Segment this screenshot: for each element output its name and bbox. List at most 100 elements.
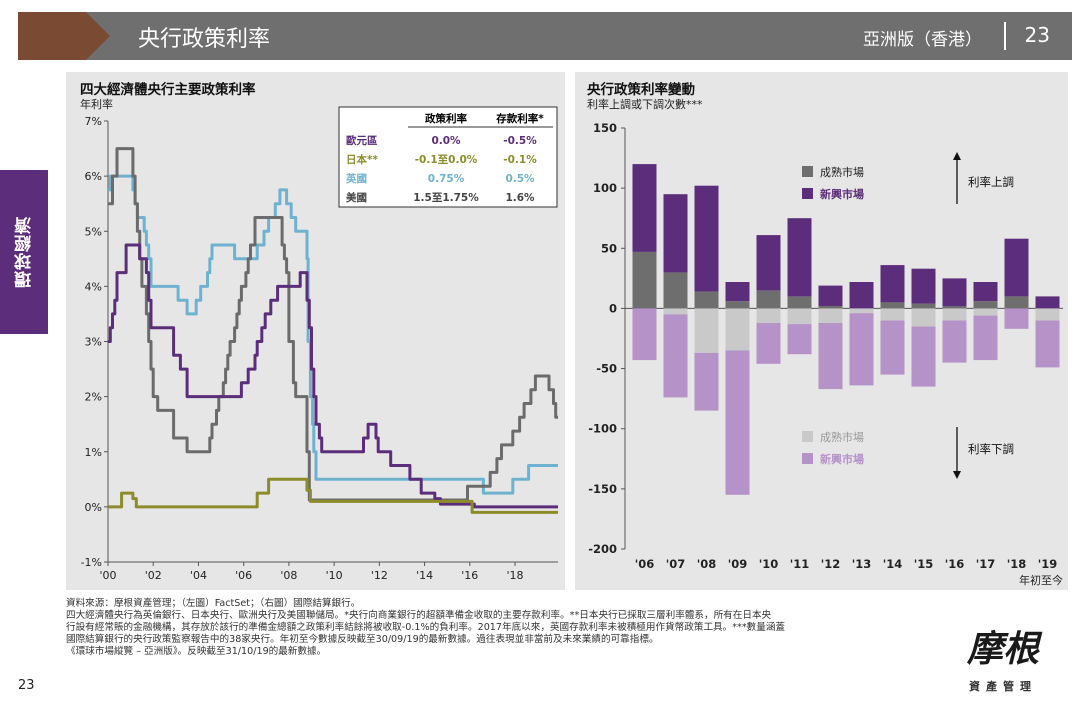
bar-上調-成熟市場 [787, 296, 812, 309]
right-chart-panel: 央行政策利率變動 利率上調或下調次數*** -200 -150 -100 -50 0 50… [575, 72, 1068, 590]
legend-down-emerging-swatch [802, 453, 813, 464]
bar-下調-成熟市場 [911, 308, 936, 327]
bar-下調-成熟市場 [725, 308, 750, 351]
legend-up-developed-swatch [802, 166, 813, 177]
rate-table-row-deposit: -0.5% [503, 135, 537, 147]
right-x-tick-label: '18 [1007, 557, 1027, 571]
right-chart-xlabel: 年初至今 [1019, 573, 1063, 587]
bar-下調-成熟市場 [849, 308, 874, 314]
rate-table-row-policy: 1.5至1.75% [413, 192, 479, 204]
right-x-tick-label: '17 [976, 557, 996, 571]
bar-上調-成熟市場 [818, 306, 843, 309]
bar-下調-新興市場 [1004, 308, 1029, 329]
bar-上調-新興市場 [694, 185, 719, 292]
left-chart-panel: 四大經濟體央行主要政策利率 年利率 -1% 0% 1% 2% 3% 4% 5% 6% 7% '00… [66, 72, 565, 590]
bar-下調-新興市場 [756, 322, 781, 364]
footnote-line: 資料來源：摩根資產管理；（左圖）FactSet；（右圖）國際結算銀行。 [66, 598, 361, 609]
right-x-tick-label: '19 [1038, 557, 1058, 571]
right-x-tick-label: '14 [883, 557, 903, 571]
bar-下調-成熟市場 [973, 308, 998, 316]
header-chevron-icon [18, 12, 110, 60]
footnote-line: 四大經濟體央行為英倫銀行、日本央行、歐洲央行及美國聯儲局。*央行向商業銀行的超額… [66, 610, 772, 621]
legend-up: 成熟市場 新興市場 [802, 165, 864, 201]
bar-下調-新興市場 [880, 320, 905, 375]
bar-下調-新興市場 [787, 324, 812, 355]
bar-下調-成熟市場 [942, 308, 967, 321]
right-chart-bars [632, 164, 1060, 495]
logo-main-text: 摩根 [966, 628, 1039, 670]
right-x-tick-label: '12 [821, 557, 841, 571]
bar-上調-成熟市場 [942, 306, 967, 309]
section-tab-label: 環球經濟 [14, 216, 35, 288]
section-tab[interactable]: 環球經濟 [0, 170, 48, 334]
bar-上調-新興市場 [942, 278, 967, 307]
bar-下調-新興市場 [663, 314, 688, 398]
annotation-rate-down: 利率下調 [968, 442, 1014, 456]
bar-上調-新興市場 [849, 282, 874, 309]
arrow-up-icon [953, 152, 961, 204]
bar-下調-新興市場 [973, 315, 998, 361]
legend-down: 成熟市場 新興市場 [802, 430, 864, 466]
footnote-line: 國際結算銀行的央行政策監察報告中的38家央行。年初至今數據反映截至30/09/1… [66, 634, 659, 645]
right-x-tick-label: '07 [666, 557, 686, 571]
bar-上調-新興市場 [1035, 296, 1060, 309]
bar-上調-新興市場 [632, 164, 657, 252]
bar-下調-新興市場 [849, 313, 874, 386]
rate-table-row-name: 歐元區 [346, 134, 378, 147]
left-x-tick-label: '10 [326, 569, 343, 582]
rate-table-row-policy: 0.75% [428, 173, 465, 185]
bar-上調-成熟市場 [880, 302, 905, 309]
left-y-tick-label: 4% [85, 280, 102, 293]
bar-下調-新興市場 [818, 322, 843, 390]
rate-table-row-deposit: -0.1% [503, 154, 537, 166]
bar-上調-新興市場 [818, 285, 843, 306]
right-y-tick-label: -200 [588, 542, 617, 556]
series-line-日本** [108, 477, 558, 514]
bar-上調-成熟市場 [694, 291, 719, 309]
rate-table-row-deposit: 0.5% [505, 173, 535, 185]
policy-rate-line-chart: 四大經濟體央行主要政策利率 年利率 -1% 0% 1% 2% 3% 4% 5% 6% 7% '00… [80, 81, 558, 582]
right-x-tick-label: '10 [759, 557, 779, 571]
annotation-rate-up: 利率上調 [968, 175, 1014, 189]
legend-up-emerging-swatch [802, 188, 813, 199]
right-x-tick-label: '16 [945, 557, 965, 571]
bar-上調-新興市場 [756, 235, 781, 291]
rate-table-box [338, 106, 558, 208]
left-y-tick-label: 2% [85, 391, 102, 404]
left-x-tick-label: '02 [145, 569, 162, 582]
legend-up-developed-label: 成熟市場 [820, 165, 864, 179]
rate-table: 政策利率 存款利率* 歐元區 0.0% -0.5% 日本** -0.1至0.0% -0.1… [338, 106, 558, 208]
right-x-tick-label: '08 [697, 557, 717, 571]
bar-上調-新興市場 [973, 282, 998, 302]
series-line-歐元區 [108, 243, 558, 509]
left-x-tick-label: '00 [99, 569, 116, 582]
legend-down-developed-swatch [802, 431, 813, 442]
left-x-tick-label: '14 [416, 569, 433, 582]
right-y-tick-label: -50 [596, 362, 617, 376]
footnote-line: 行設有經常賬的金融機構，其存放於該行的準備金總額之政策利率結餘將被收取-0.1%… [66, 622, 786, 633]
rate-table-rows: 歐元區 0.0% -0.5% 日本** -0.1至0.0% -0.1% 英國 0.75% 0.5… [345, 134, 537, 204]
header-bar: 央行政策利率 亞洲版（香港） 23 [18, 12, 1072, 60]
left-y-tick-label: 7% [85, 115, 102, 128]
bar-下調-成熟市場 [1035, 308, 1060, 321]
header-page-number: 23 [1024, 23, 1050, 47]
legend-up-emerging-label: 新興市場 [820, 187, 864, 201]
left-x-tick-label: '08 [280, 569, 297, 582]
bar-下調-成熟市場 [787, 308, 812, 324]
bar-下調-成熟市場 [694, 308, 719, 353]
rate-table-row-name: 英國 [345, 172, 367, 185]
bar-下調-新興市場 [694, 352, 719, 411]
bar-下調-新興市場 [725, 350, 750, 495]
bar-下調-新興市場 [632, 308, 657, 361]
bar-上調-成熟市場 [1004, 296, 1029, 309]
left-chart-series [108, 147, 558, 514]
legend-down-developed-label: 成熟市場 [820, 430, 864, 444]
bar-上調-新興市場 [663, 194, 688, 273]
left-chart-axes: -1% 0% 1% 2% 3% 4% 5% 6% 7% '00 '02 '04 '06 '08 '10 '12… [81, 115, 558, 582]
series-line-美國 [108, 147, 558, 502]
bar-下調-新興市場 [1035, 320, 1060, 368]
left-y-tick-label: -1% [81, 556, 102, 569]
rate-table-row-policy: -0.1至0.0% [415, 154, 478, 166]
bar-上調-成熟市場 [911, 303, 936, 309]
